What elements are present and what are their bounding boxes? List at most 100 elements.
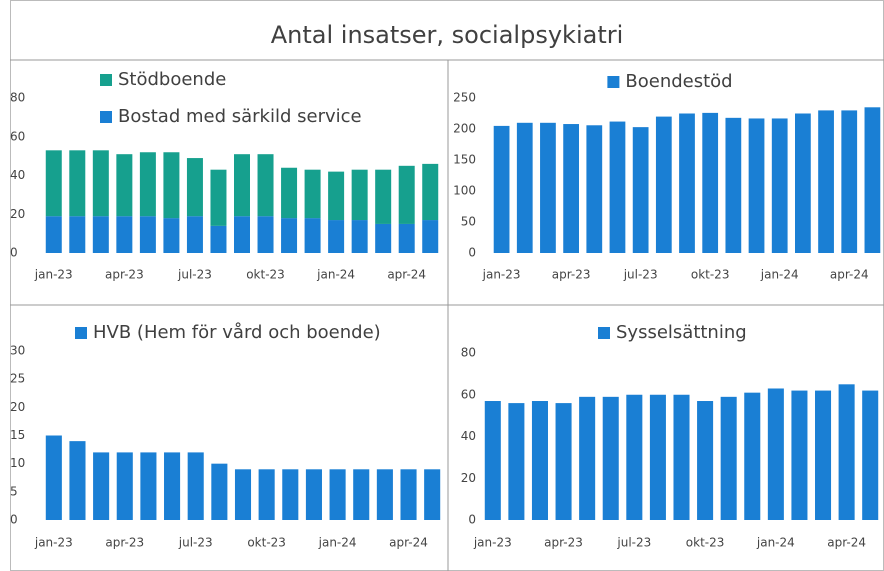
bar: [116, 154, 133, 217]
bar: [304, 218, 321, 253]
x-tick-label: apr-23: [552, 268, 591, 282]
legend-swatch: [75, 327, 87, 339]
bar: [304, 169, 321, 219]
bar: [864, 107, 881, 253]
legend-swatch: [607, 76, 620, 88]
bar: [540, 122, 556, 253]
bar: [516, 122, 533, 253]
bar: [484, 401, 501, 520]
y-tick-label: 20: [461, 471, 476, 485]
bar: [163, 152, 180, 219]
bar: [257, 216, 274, 253]
bar: [281, 218, 298, 253]
bar: [140, 452, 157, 520]
bar: [602, 396, 619, 520]
bar: [234, 469, 252, 520]
y-tick-label: 200: [453, 122, 476, 136]
page-title: Antal insatser, socialpsykiatri: [271, 21, 624, 49]
bar: [93, 452, 110, 520]
bar: [281, 167, 298, 219]
y-tick-label: 60: [10, 129, 25, 143]
legend-label: Bostad med särkild service: [118, 106, 362, 127]
bar: [725, 117, 742, 253]
bar: [744, 392, 761, 520]
bar: [186, 158, 203, 217]
y-tick-label: 0: [468, 246, 476, 260]
bar: [351, 169, 368, 221]
legend-label: Boendestöd: [625, 71, 732, 92]
bar: [791, 390, 808, 520]
bar: [673, 394, 690, 520]
x-tick-label: jul-23: [623, 268, 658, 282]
x-tick-label: jan-24: [316, 268, 355, 282]
bar: [422, 163, 439, 221]
x-tick-label: okt-23: [246, 268, 285, 282]
bar: [702, 112, 719, 253]
legend-label: Sysselsättning: [616, 322, 747, 343]
y-tick-label: 40: [10, 168, 25, 182]
x-tick-label: apr-24: [830, 268, 869, 282]
y-tick-label: 250: [453, 91, 476, 105]
y-tick-label: 150: [453, 153, 476, 167]
bar: [351, 220, 368, 253]
bar: [92, 216, 109, 253]
y-tick-label: 10: [10, 456, 25, 470]
bar: [257, 154, 274, 217]
bar: [163, 218, 180, 253]
bar: [164, 452, 181, 520]
bar: [771, 118, 788, 254]
y-tick-label: 60: [461, 387, 476, 401]
bar: [422, 220, 439, 253]
x-tick-label: jul-23: [177, 268, 212, 282]
y-tick-label: 30: [10, 344, 25, 358]
x-tick-label: jan-23: [473, 536, 512, 550]
x-tick-label: jul-23: [178, 536, 213, 550]
x-tick-label: okt-23: [691, 268, 730, 282]
bar: [841, 110, 858, 254]
legend-swatch: [100, 111, 112, 123]
y-tick-label: 40: [461, 429, 476, 443]
bar: [579, 396, 596, 520]
x-tick-label: jan-24: [756, 536, 795, 550]
bar: [493, 125, 510, 253]
bar: [45, 216, 62, 253]
bar: [186, 216, 203, 253]
bar: [187, 452, 204, 520]
bar: [508, 403, 525, 520]
y-tick-label: 0: [468, 513, 476, 527]
bar: [609, 121, 626, 253]
y-tick-label: 0: [10, 246, 18, 260]
bar: [305, 469, 322, 520]
bar: [139, 152, 156, 217]
bar: [795, 113, 811, 253]
y-tick-label: 5: [10, 484, 18, 498]
bar: [45, 435, 62, 520]
bar: [720, 396, 737, 520]
bar: [282, 469, 299, 520]
x-tick-label: apr-23: [544, 536, 583, 550]
x-tick-label: apr-24: [387, 268, 426, 282]
x-tick-label: okt-23: [686, 536, 725, 550]
y-tick-label: 80: [10, 91, 25, 105]
bar: [69, 216, 86, 253]
legend-label: Stödboende: [118, 69, 226, 90]
bar: [697, 401, 714, 520]
bar: [748, 118, 765, 254]
bar: [116, 452, 133, 520]
bar: [353, 469, 370, 520]
bar: [679, 113, 695, 253]
bar: [649, 394, 666, 520]
bar: [210, 225, 227, 253]
bar: [234, 216, 250, 253]
bar: [45, 150, 62, 217]
y-tick-label: 15: [10, 428, 25, 442]
y-tick-label: 25: [10, 372, 25, 386]
x-tick-label: apr-24: [827, 536, 866, 550]
bar: [563, 124, 579, 253]
bar: [234, 154, 250, 217]
legend-swatch: [598, 327, 610, 339]
bar: [815, 390, 832, 520]
bar: [69, 150, 86, 217]
bar: [258, 469, 275, 520]
bar: [424, 469, 441, 520]
